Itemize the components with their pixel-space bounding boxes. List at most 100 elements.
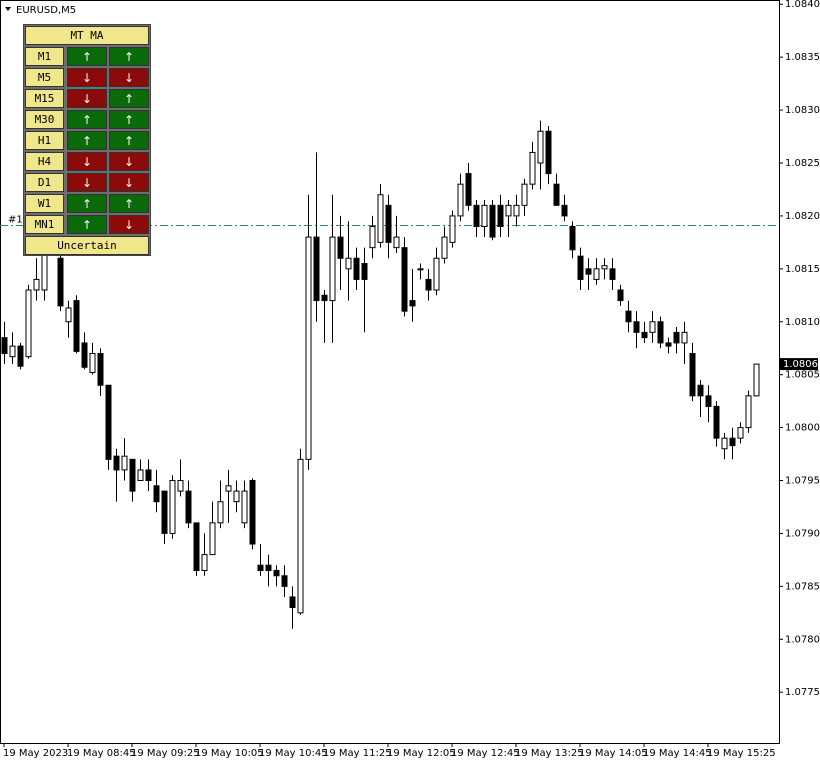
candle-body bbox=[73, 300, 80, 352]
candle-body bbox=[729, 437, 736, 447]
candle-body bbox=[601, 265, 608, 270]
candle-body bbox=[705, 395, 712, 407]
candle-body bbox=[505, 204, 512, 217]
candle-body bbox=[489, 204, 496, 238]
timeframe-label: M5 bbox=[25, 68, 64, 87]
candle-body bbox=[33, 278, 40, 291]
candle-body bbox=[289, 596, 296, 609]
candle-body bbox=[481, 204, 488, 227]
candle-body bbox=[553, 183, 560, 206]
candle-body bbox=[265, 564, 272, 571]
candle-body bbox=[329, 236, 336, 302]
candle-body bbox=[153, 485, 160, 503]
candle-body bbox=[65, 307, 72, 323]
candle-body bbox=[649, 321, 656, 333]
candle-body bbox=[473, 204, 480, 227]
signal-cell: ↑ bbox=[109, 89, 149, 108]
x-tick-label: 19 May 11:25 bbox=[323, 748, 392, 759]
candle-body bbox=[81, 342, 88, 368]
y-tick-label: 1.0790 bbox=[785, 528, 820, 539]
candle-body bbox=[57, 257, 64, 307]
timeframe-label: MN1 bbox=[25, 215, 64, 234]
candle-body bbox=[369, 225, 376, 249]
candle-body bbox=[273, 569, 280, 577]
candle-body bbox=[537, 130, 544, 164]
candle-body bbox=[713, 405, 720, 439]
candle-body bbox=[201, 554, 208, 571]
candle-body bbox=[129, 458, 136, 492]
y-tick-label: 1.0805 bbox=[785, 370, 820, 381]
x-tick-label: 19 May 14:05 bbox=[579, 748, 648, 759]
candle-body bbox=[25, 289, 32, 358]
candle-body bbox=[249, 480, 256, 545]
y-tick-label: 1.0775 bbox=[785, 687, 820, 698]
y-tick-label: 1.0800 bbox=[785, 423, 820, 434]
signal-cell: ↑ bbox=[109, 194, 149, 213]
candle-body bbox=[681, 331, 688, 344]
candle-body bbox=[697, 384, 704, 397]
candle-body bbox=[393, 236, 400, 249]
y-tick-label: 1.0780 bbox=[785, 634, 820, 645]
candle-body bbox=[641, 331, 648, 339]
candle-body bbox=[209, 522, 216, 556]
x-tick-label: 19 May 15:25 bbox=[707, 748, 776, 759]
y-tick-label: 1.0830 bbox=[785, 105, 820, 116]
candle-body bbox=[561, 204, 568, 217]
candle-body bbox=[401, 247, 408, 312]
y-tick-label: 1.0785 bbox=[785, 581, 820, 592]
candle-body bbox=[113, 455, 120, 471]
candle-body bbox=[257, 564, 264, 571]
candle-body bbox=[425, 278, 432, 291]
candle-body bbox=[241, 490, 248, 524]
x-tick-label: 19 May 14:45 bbox=[643, 748, 712, 759]
candle-body bbox=[545, 130, 552, 175]
candle-body bbox=[657, 321, 664, 344]
candle-body bbox=[609, 268, 616, 280]
candle-body bbox=[497, 204, 504, 227]
x-tick-label: 19 May 09:25 bbox=[131, 748, 200, 759]
candle-body bbox=[617, 289, 624, 302]
x-tick-label: 19 May 12:05 bbox=[387, 748, 456, 759]
candle-body bbox=[625, 310, 632, 323]
candle-body bbox=[225, 485, 232, 492]
signal-cell: ↓ bbox=[67, 89, 107, 108]
candle-body bbox=[449, 215, 456, 243]
y-tick-label: 1.0840 bbox=[785, 0, 820, 10]
y-tick-label: 1.0835 bbox=[785, 52, 820, 63]
candle-body bbox=[89, 353, 96, 374]
candle-body bbox=[9, 345, 16, 358]
candle-body bbox=[417, 268, 424, 271]
candle-body bbox=[321, 294, 328, 302]
signal-cell: ↑ bbox=[67, 194, 107, 213]
candle-body bbox=[161, 490, 168, 534]
candle-body bbox=[105, 384, 112, 460]
candle-body bbox=[297, 458, 304, 614]
timeframe-label: M30 bbox=[25, 110, 64, 129]
candle-body bbox=[233, 490, 240, 503]
candle-body bbox=[737, 427, 744, 439]
candle-body bbox=[513, 204, 520, 217]
candle-body bbox=[409, 300, 416, 307]
chart-title: EURUSD,M5 bbox=[16, 5, 76, 16]
timeframe-label: H1 bbox=[25, 131, 64, 150]
candle-body bbox=[441, 236, 448, 259]
candle-body bbox=[217, 501, 224, 524]
price-tag-label: 1.0806 bbox=[783, 359, 818, 370]
candle-body bbox=[1, 337, 8, 355]
x-tick-label: 19 May 10:05 bbox=[195, 748, 264, 759]
candle-body bbox=[17, 345, 24, 367]
x-tick-label: 19 May 2023 bbox=[3, 748, 68, 759]
x-tick-label: 19 May 10:45 bbox=[259, 748, 328, 759]
candle-body bbox=[385, 204, 392, 243]
y-tick-label: 1.0810 bbox=[785, 317, 820, 328]
candle-body bbox=[121, 455, 128, 471]
candle-body bbox=[137, 469, 144, 482]
candle-body bbox=[465, 173, 472, 206]
y-tick-label: 1.0820 bbox=[785, 211, 820, 222]
candle-body bbox=[665, 342, 672, 347]
x-tick-label: 19 May 13:25 bbox=[515, 748, 584, 759]
signal-cell: ↑ bbox=[67, 215, 107, 234]
candle-body bbox=[745, 395, 752, 429]
panel-title: MT MA bbox=[25, 26, 149, 45]
